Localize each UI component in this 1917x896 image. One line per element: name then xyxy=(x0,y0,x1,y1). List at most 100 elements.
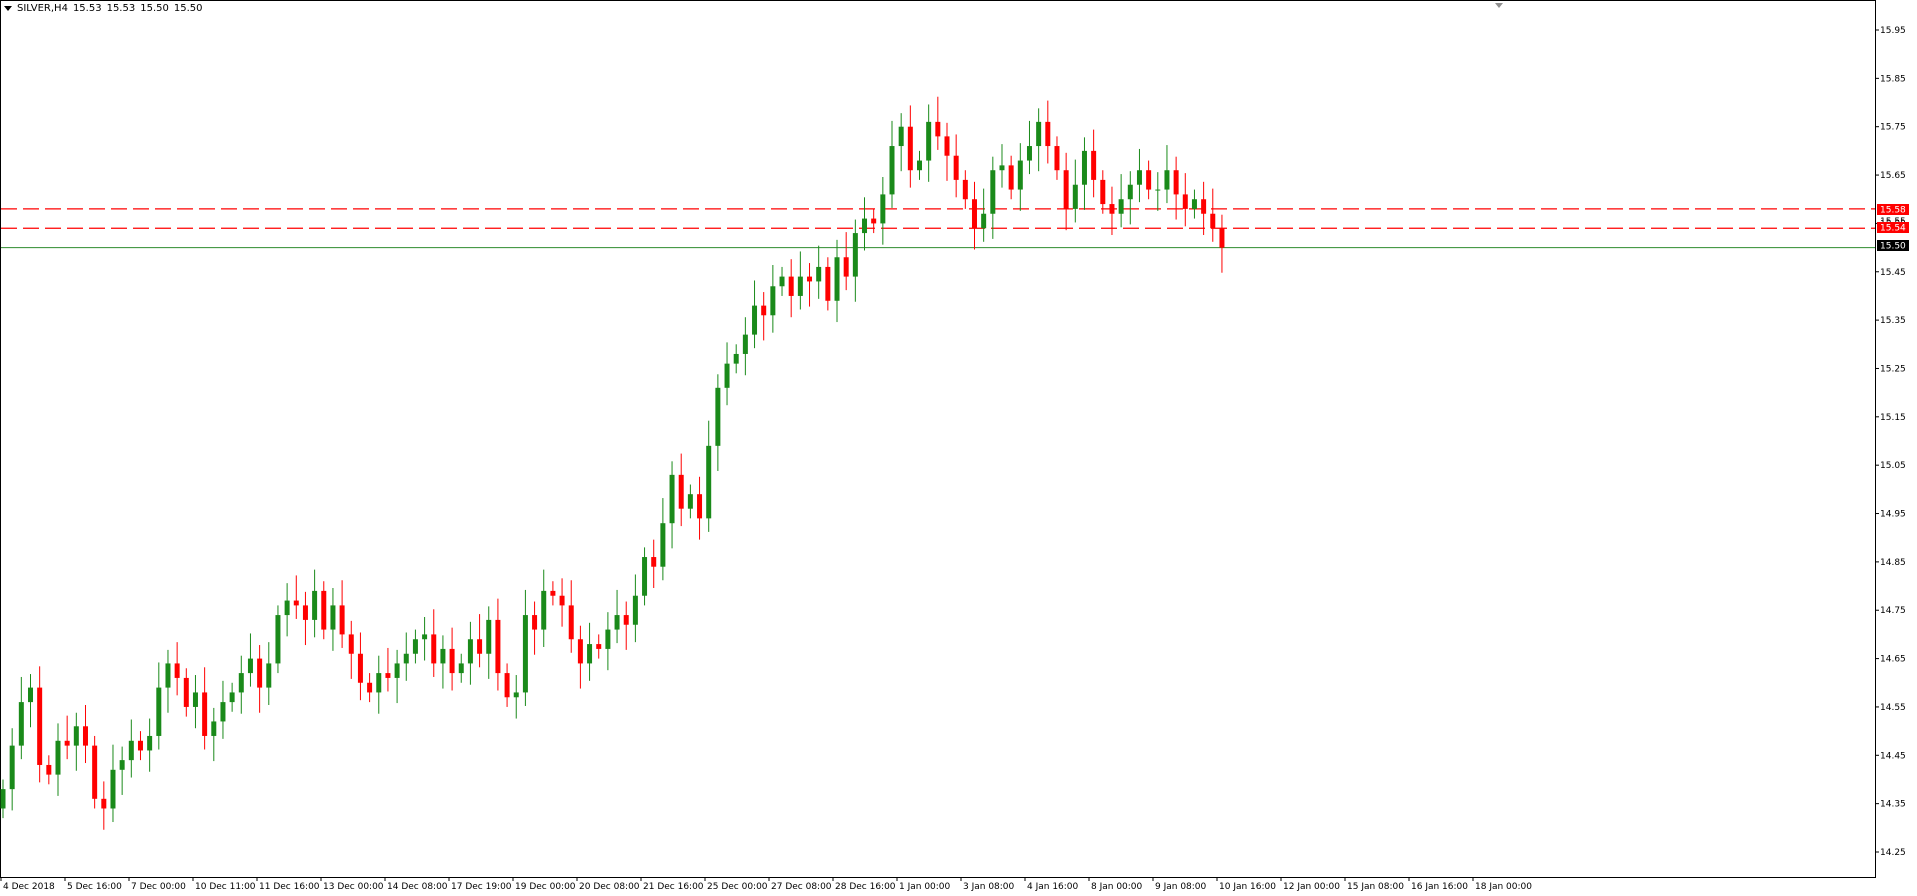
candle-body xyxy=(165,663,171,688)
candle-body xyxy=(779,276,785,287)
candle-body xyxy=(229,692,235,703)
candle-body xyxy=(843,257,849,277)
candle-body xyxy=(64,740,70,746)
candle-body xyxy=(284,600,290,616)
candle-body xyxy=(1182,194,1188,209)
candle-body xyxy=(605,629,611,649)
x-tick-label: 27 Dec 08:00 xyxy=(771,882,832,892)
x-tick-label: 21 Dec 16:00 xyxy=(643,882,704,892)
candle-body xyxy=(101,798,107,809)
candle-body xyxy=(339,605,345,635)
x-tick-label: 12 Jan 00:00 xyxy=(1283,882,1340,892)
candle-body xyxy=(92,745,98,799)
candle-body xyxy=(907,126,913,171)
candle-body xyxy=(467,639,473,664)
candle-body xyxy=(880,194,886,224)
x-tick-label: 19 Dec 00:00 xyxy=(515,882,576,892)
candle-body xyxy=(367,682,373,693)
x-tick-label: 16 Jan 16:00 xyxy=(1411,882,1468,892)
candle-body xyxy=(46,764,52,775)
chart-shift-marker-icon[interactable] xyxy=(1495,3,1503,8)
candle-body xyxy=(1036,121,1042,147)
candle-body xyxy=(1063,170,1069,209)
candle-body xyxy=(981,213,987,229)
candle-body xyxy=(990,170,996,214)
candle-body xyxy=(715,387,721,446)
candle-body xyxy=(816,266,822,282)
candle-body xyxy=(733,353,739,364)
candle-body xyxy=(321,590,327,630)
symbol-info: SILVER,H4 15.53 15.53 15.50 15.50 xyxy=(4,3,208,14)
y-tick-label: 15.15 xyxy=(1880,413,1906,423)
y-tick-label: 15.95 xyxy=(1880,26,1906,36)
candle-body xyxy=(697,494,703,519)
candle-body xyxy=(1146,170,1152,190)
candle-body xyxy=(9,745,15,790)
candle-body xyxy=(55,740,61,775)
candle-body xyxy=(1136,170,1142,185)
current-price-tag-bg xyxy=(1877,240,1909,251)
candle-body xyxy=(403,653,409,664)
candle-body xyxy=(27,687,33,703)
candle-body xyxy=(898,126,904,147)
candle-body xyxy=(953,155,959,180)
level-tag-1-bg xyxy=(1877,204,1909,215)
candle-body xyxy=(632,595,638,625)
x-tick-label: 17 Dec 19:00 xyxy=(451,882,512,892)
level-tag-1: 15.58 xyxy=(1880,206,1906,216)
candle-body xyxy=(486,619,492,654)
candle-body xyxy=(440,648,446,664)
y-tick-label: 14.25 xyxy=(1880,848,1906,858)
collapse-triangle-icon[interactable] xyxy=(4,5,12,11)
y-tick-label: 14.85 xyxy=(1880,558,1906,568)
candle-body xyxy=(926,121,932,161)
candle-body xyxy=(742,334,748,354)
x-tick-label: 20 Dec 08:00 xyxy=(579,882,640,892)
x-tick-label: 18 Jan 00:00 xyxy=(1475,882,1532,892)
candle-body xyxy=(357,653,363,683)
candle-body xyxy=(532,615,538,630)
candle-body xyxy=(449,648,455,674)
y-tick-label: 15.65 xyxy=(1880,171,1906,181)
candle-body xyxy=(871,218,877,224)
x-tick-label: 14 Dec 08:00 xyxy=(387,882,448,892)
candle-body xyxy=(128,740,134,761)
candle-body xyxy=(192,692,198,707)
candle-body xyxy=(513,692,519,698)
candle-body xyxy=(202,692,208,736)
x-tick-label: 25 Dec 00:00 xyxy=(707,882,768,892)
candle-body xyxy=(330,605,336,630)
ohlc-high: 15.53 xyxy=(106,3,136,14)
candle-body xyxy=(348,634,354,654)
candle-body xyxy=(825,266,831,301)
candle-body xyxy=(220,702,226,722)
candle-body xyxy=(1100,179,1106,205)
candle-body xyxy=(678,474,684,509)
candle-body xyxy=(797,276,803,296)
y-tick-label: 15.85 xyxy=(1880,74,1906,84)
candle-body xyxy=(247,658,253,674)
candle-body xyxy=(1155,189,1161,191)
candle-body xyxy=(1045,121,1051,147)
candle-body xyxy=(834,257,840,301)
candle-body xyxy=(211,721,217,736)
candle-body xyxy=(1091,150,1097,180)
candle-body xyxy=(1026,146,1032,161)
candle-body xyxy=(1164,170,1170,190)
ohlc-open: 15.53 xyxy=(72,3,102,14)
candle-body xyxy=(669,474,675,524)
candle-body xyxy=(394,663,400,678)
candle-body xyxy=(18,702,24,746)
candle-body xyxy=(1118,199,1124,214)
candle-body xyxy=(183,677,189,707)
x-tick-label: 4 Dec 2018 xyxy=(3,882,55,892)
candle-body xyxy=(1191,199,1197,209)
x-tick-label: 10 Jan 16:00 xyxy=(1219,882,1276,892)
y-tick-label: 15.05 xyxy=(1880,461,1906,471)
x-tick-label: 11 Dec 16:00 xyxy=(259,882,320,892)
candle-body xyxy=(724,363,730,388)
y-tick-label: 14.95 xyxy=(1880,510,1906,520)
y-tick-label: 15.75 xyxy=(1880,123,1906,133)
